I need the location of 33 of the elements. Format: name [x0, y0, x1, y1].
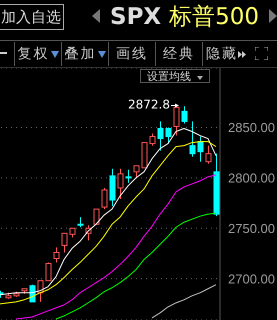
text: 叠加 — [61, 42, 108, 66]
text: 画线 — [108, 42, 155, 66]
candlestick — [166, 126, 172, 144]
annotation: 设置均线 — [140, 69, 210, 83]
chart-title: SPX 标普500 — [110, 4, 260, 30]
candlestick — [190, 120, 196, 158]
candlestick — [198, 136, 204, 162]
line-series — [152, 284, 216, 318]
candlestick — [54, 246, 60, 264]
candlestick — [118, 168, 124, 200]
text: 复权 — [14, 42, 61, 66]
candlestick — [150, 133, 156, 146]
candlestick — [62, 232, 68, 253]
y-tick-label: 2700.00 — [228, 271, 275, 286]
line-series — [56, 212, 216, 320]
text: 经典 — [155, 42, 202, 66]
text: 加入自选 — [0, 4, 64, 30]
candlestick — [206, 145, 212, 164]
line-series — [16, 174, 216, 320]
y-tick-label: 2800.00 — [228, 170, 275, 186]
candlestick — [102, 187, 108, 210]
annotation: 2872.8 — [128, 97, 170, 112]
text: 隐藏 — [202, 42, 249, 66]
candlestick — [46, 262, 52, 282]
candlestick — [134, 165, 140, 178]
y-tick-label: 2750.00 — [228, 220, 275, 236]
candlestick — [158, 120, 164, 152]
candlestick — [126, 169, 132, 184]
y-tick-label: 2850.00 — [228, 120, 275, 136]
candlestick — [70, 228, 76, 238]
candlestick — [78, 216, 84, 228]
candlestick — [182, 106, 188, 124]
candlestick — [94, 208, 100, 225]
